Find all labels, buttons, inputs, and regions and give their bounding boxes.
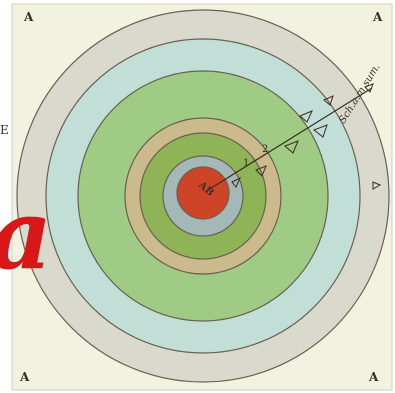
ring-number: 1 [243,158,249,169]
triangle-marker [299,110,313,123]
triangle-marker [255,165,267,177]
corner-letter-bottom-right: A [368,370,379,384]
triangle-marker [231,176,242,188]
corner-letter-bottom-left: A [19,370,30,384]
left-edge-letter: E [0,123,9,137]
triangle-marker [312,124,328,138]
triangle-marker [372,181,382,190]
triangle-marker [364,83,374,93]
big-red-text: a [0,178,52,291]
corner-letter-top-right: A [372,10,383,24]
radial-ray [207,87,373,191]
corner-letter-top-left: A [23,10,34,24]
triangle-marker [323,95,334,106]
ring-number: 2 [262,144,268,155]
triangle-marker [284,140,299,154]
center-red-disc [176,166,230,220]
